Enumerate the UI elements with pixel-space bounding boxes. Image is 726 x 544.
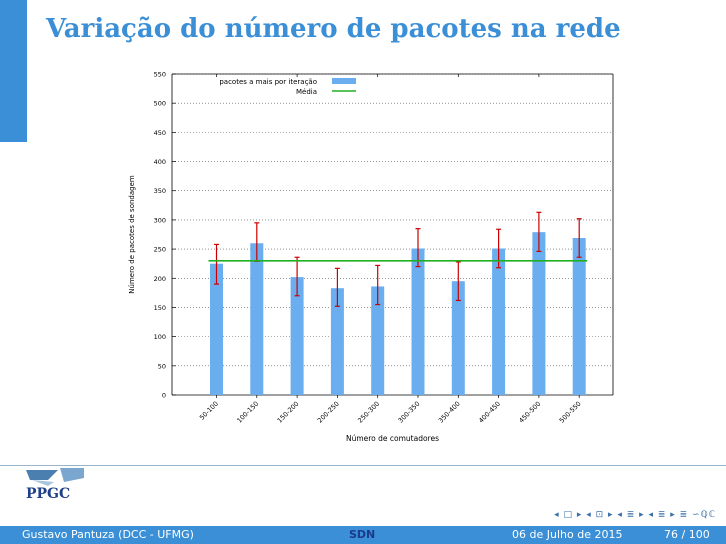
beamer-navigation[interactable]: ◂ □ ▸ ◂ ⊡ ▸ ◂ ≣ ▸ ◂ ≣ ▸ ≣ ∽ℚℂ [554,510,716,520]
x-tick-label: 150-200 [276,400,301,425]
y-tick-label: 100 [154,333,166,341]
footer-bar: Gustavo Pantuza (DCC - UFMG) SDN 06 de J… [0,526,726,544]
bar [451,281,465,395]
y-tick-label: 150 [154,304,166,312]
bar [492,248,506,395]
y-tick-label: 0 [162,392,166,400]
logo-text: PPGC [26,486,70,502]
y-tick-label: 550 [154,71,166,79]
y-tick-label: 400 [154,158,166,166]
x-axis-label: Número de comutadores [346,434,439,443]
bar [290,277,304,395]
ppgc-logo: PPGC [26,468,84,502]
bar [371,286,385,395]
bar [532,232,546,395]
x-tick-label: 200-250 [316,400,341,425]
footer-short-title: SDN [349,528,376,541]
y-tick-label: 450 [154,129,166,137]
y-tick-label: 300 [154,216,166,224]
bar [250,243,264,395]
y-axis-label: Número de pacotes de sondagem [128,175,136,294]
bar [411,248,425,395]
x-tick-label: 300-350 [397,400,422,425]
y-tick-label: 250 [154,246,166,254]
x-tick-label: 250-300 [356,400,381,425]
x-tick-label: 400-450 [477,400,502,425]
y-tick-label: 350 [154,187,166,195]
bar [330,288,344,395]
x-tick-label: 450-500 [517,400,542,425]
y-tick-label: 500 [154,100,166,108]
bar [210,263,223,395]
x-tick-label: 500-550 [558,400,583,425]
legend-label-bars: pacotes a mais por iteração [219,78,317,86]
y-tick-label: 200 [154,275,166,283]
footer-date: 06 de Julho de 2015 [512,528,623,541]
legend-swatch-bars [332,78,356,84]
y-tick-label: 50 [158,362,166,370]
footer-divider [0,465,726,466]
footer-author: Gustavo Pantuza (DCC - UFMG) [22,528,194,541]
x-tick-label: 100-150 [235,400,260,425]
bar-chart: 0 50 100 150 200 250 300 350 400 450 500 550 50-100 1… [128,71,614,443]
slide-title: Variação do número de pacotes na rede [46,14,621,44]
x-tick-label: 50-100 [198,400,220,422]
x-tick-label: 350-400 [437,400,462,425]
legend-label-mean: Média [296,88,317,96]
bar [572,238,586,395]
footer-page-number: 76 / 100 [664,528,710,541]
side-accent-tab [0,0,27,142]
